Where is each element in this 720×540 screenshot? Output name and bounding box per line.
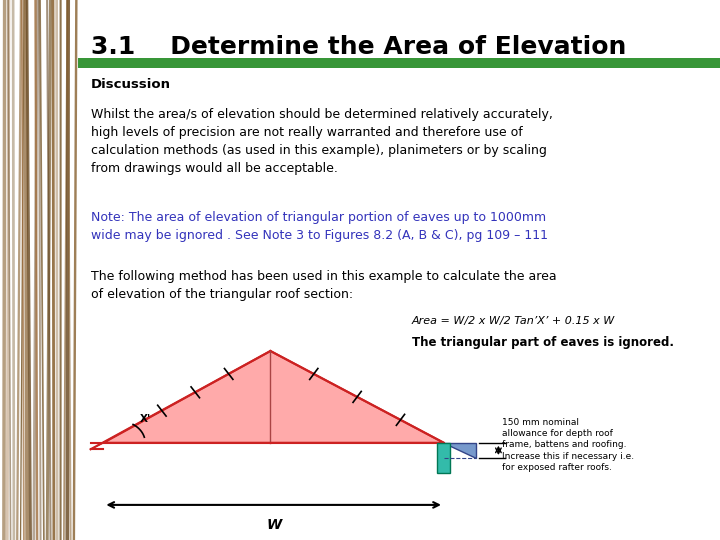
- Bar: [78, 58, 720, 68]
- Text: Note: The area of elevation of triangular portion of eaves up to 1000mm
wide may: Note: The area of elevation of triangula…: [91, 211, 548, 241]
- Text: Area = W/2 x W/2 Tan’X’ + 0.15 x W: Area = W/2 x W/2 Tan’X’ + 0.15 x W: [412, 316, 615, 326]
- Text: 150 mm nominal
allowance for depth roof
frame, battens and roofing.
Increase thi: 150 mm nominal allowance for depth roof …: [502, 417, 634, 472]
- Text: W: W: [266, 518, 282, 532]
- Text: Discussion: Discussion: [91, 78, 171, 91]
- Polygon shape: [444, 443, 476, 458]
- Text: Whilst the area/s of elevation should be determined relatively accurately,
high : Whilst the area/s of elevation should be…: [91, 108, 552, 175]
- Text: The triangular part of eaves is ignored.: The triangular part of eaves is ignored.: [412, 336, 674, 349]
- Text: The following method has been used in this example to calculate the area
of elev: The following method has been used in th…: [91, 270, 557, 301]
- Text: X': X': [140, 414, 150, 423]
- Polygon shape: [104, 351, 444, 443]
- Text: 3.1    Determine the Area of Elevation: 3.1 Determine the Area of Elevation: [91, 35, 626, 59]
- FancyBboxPatch shape: [438, 443, 450, 472]
